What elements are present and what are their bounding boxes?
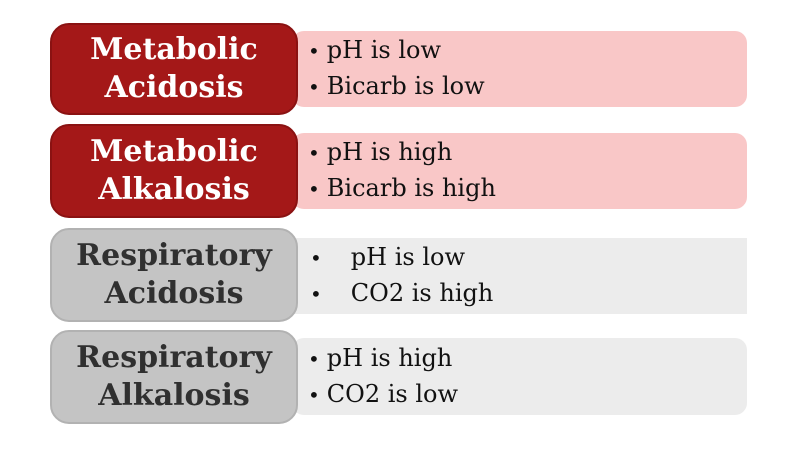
content-bar-respiratory-acidosis: • pH is low • CO2 is high [292, 238, 747, 314]
bullet-text: pH is high [326, 138, 453, 166]
bullet-text: CO2 is high [350, 279, 494, 307]
content-bar-respiratory-alkalosis: • pH is high • CO2 is low [292, 338, 747, 415]
title-line: Metabolic [90, 32, 258, 67]
title-line: Metabolic [90, 134, 258, 169]
title-line: Alkalosis [98, 172, 250, 207]
bullet-dot-icon: • [308, 75, 320, 99]
bullet-dot-icon: • [310, 282, 322, 306]
row-metabolic-alkalosis: • pH is high • Bicarb is high Metabolic … [0, 124, 800, 218]
title-box-respiratory-acidosis: Respiratory Acidosis [50, 228, 298, 322]
bullet-dot-icon: • [308, 141, 320, 165]
content-bar-metabolic-alkalosis: • pH is high • Bicarb is high [292, 133, 747, 209]
title-line: Acidosis [104, 276, 244, 311]
bullet-dot-icon: • [308, 346, 320, 371]
title-line: Respiratory [76, 238, 272, 273]
title-box-metabolic-alkalosis: Metabolic Alkalosis [50, 124, 298, 218]
bullet-line: • pH is high [308, 341, 747, 377]
bullet-text: CO2 is low [326, 379, 459, 408]
title-box-metabolic-acidosis: Metabolic Acidosis [50, 23, 298, 115]
bullet-line: • Bicarb is high [308, 171, 747, 207]
bullet-text: pH is high [326, 343, 453, 372]
content-bar-metabolic-acidosis: • pH is low • Bicarb is low [292, 31, 747, 107]
bullet-dot-icon: • [308, 39, 320, 63]
title-line: Respiratory [76, 340, 272, 375]
bullet-line: • pH is low [308, 240, 747, 276]
bullet-dot-icon: • [308, 177, 320, 201]
bullet-dot-icon: • [310, 246, 322, 270]
title-box-respiratory-alkalosis: Respiratory Alkalosis [50, 330, 298, 424]
row-respiratory-acidosis: • pH is low • CO2 is high Respiratory Ac… [0, 228, 800, 322]
row-metabolic-acidosis: • pH is low • Bicarb is low Metabolic Ac… [0, 23, 800, 115]
bullet-text: pH is low [350, 243, 466, 271]
bullet-line: • CO2 is high [308, 276, 747, 312]
title-line: Acidosis [104, 70, 244, 105]
bullet-line: • CO2 is low [308, 377, 747, 413]
bullet-text: Bicarb is low [326, 72, 485, 100]
title-line: Alkalosis [98, 378, 250, 413]
bullet-dot-icon: • [308, 382, 320, 407]
bullet-line: • Bicarb is low [308, 69, 747, 105]
bullet-line: • pH is low [308, 33, 747, 69]
bullet-text: pH is low [326, 36, 442, 64]
bullet-line: • pH is high [308, 135, 747, 171]
row-respiratory-alkalosis: • pH is high • CO2 is low Respiratory Al… [0, 330, 800, 424]
bullet-text: Bicarb is high [326, 174, 496, 202]
